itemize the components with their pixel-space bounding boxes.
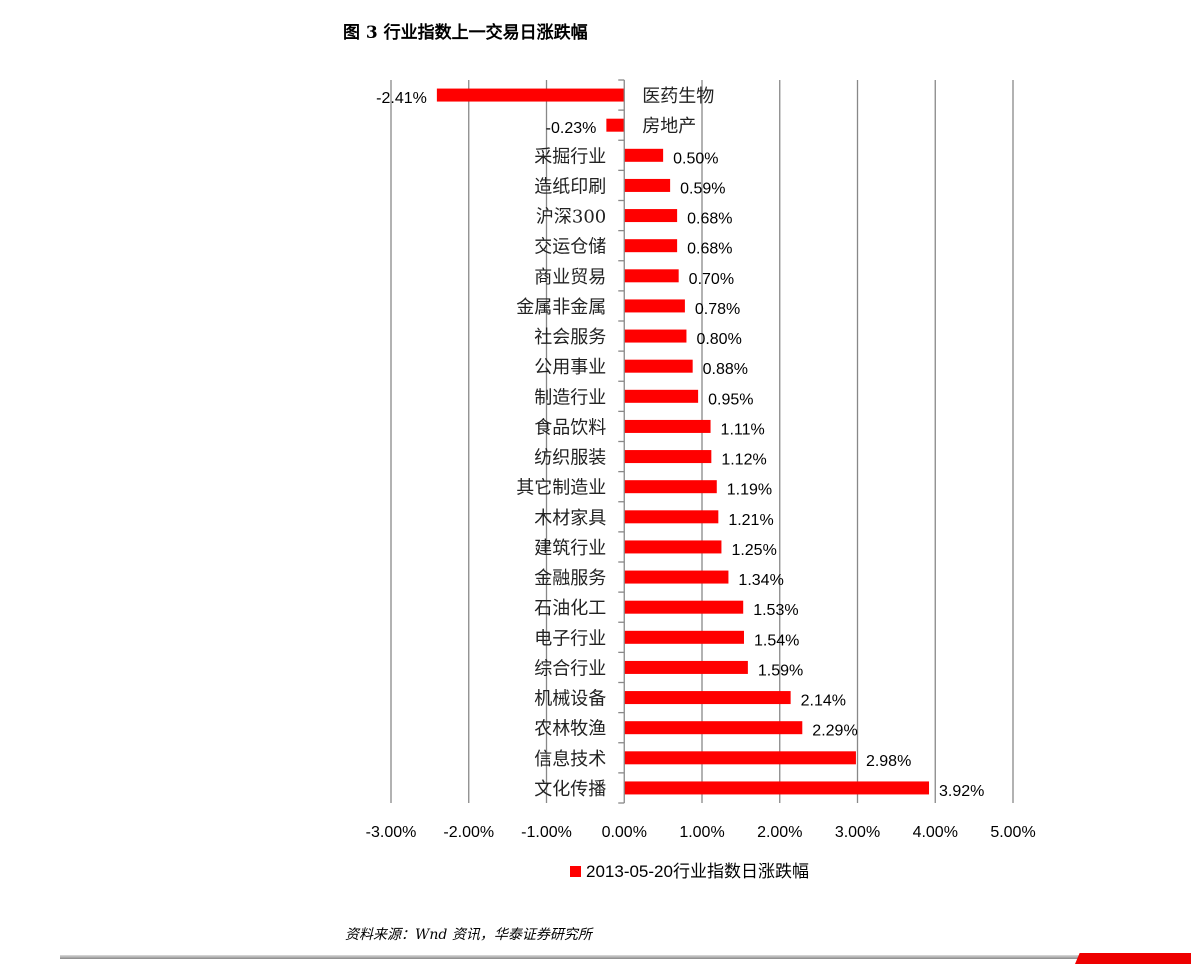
bar — [624, 480, 717, 494]
data-label: 1.21% — [728, 512, 773, 529]
data-label: 0.59% — [680, 180, 725, 197]
category-label: 房地产 — [642, 116, 696, 137]
x-tick-label: 1.00% — [679, 824, 724, 841]
bar — [624, 359, 693, 373]
data-label: -0.23% — [546, 120, 597, 137]
data-label: 2.98% — [866, 753, 911, 770]
data-label: -2.41% — [376, 90, 427, 107]
bar — [624, 389, 699, 403]
data-label: 0.78% — [695, 301, 740, 318]
data-label: 0.88% — [703, 361, 748, 378]
category-label: 电子行业 — [534, 628, 606, 649]
bar — [624, 781, 930, 795]
x-tick-label: 2.00% — [757, 824, 802, 841]
data-label: 0.80% — [696, 331, 741, 348]
category-label: 商业贸易 — [534, 267, 606, 288]
category-label: 建筑行业 — [534, 538, 606, 559]
bar — [624, 660, 748, 674]
data-label: 1.12% — [721, 452, 766, 469]
data-label: 1.34% — [738, 572, 783, 589]
legend-swatch — [570, 866, 581, 877]
data-label: 1.53% — [753, 602, 798, 619]
data-label: 2.29% — [812, 723, 857, 740]
category-label: 沪深300 — [536, 207, 606, 228]
source-note: 资料来源：Wnd 资讯，华泰证券研究所 — [345, 927, 592, 943]
category-label: 公用事业 — [534, 357, 606, 378]
bar — [606, 118, 625, 132]
x-tick-label: -3.00% — [366, 824, 417, 841]
data-label: 2.14% — [801, 693, 846, 710]
bar — [624, 751, 856, 765]
footer-divider — [60, 955, 1120, 959]
category-label: 制造行业 — [534, 387, 606, 408]
bar — [624, 600, 744, 614]
bar — [624, 510, 719, 524]
data-label: 1.59% — [758, 662, 803, 679]
bar — [624, 540, 722, 554]
category-label: 信息技术 — [534, 749, 606, 770]
bar — [624, 148, 664, 162]
data-label: 1.19% — [727, 482, 772, 499]
bar — [624, 570, 729, 584]
category-label: 医药生物 — [642, 86, 714, 107]
bar — [624, 209, 678, 223]
legend-label: 2013-05-20行业指数日涨跌幅 — [586, 862, 809, 881]
category-label: 机械设备 — [534, 689, 606, 710]
bar-chart: -3.00% -2.00% -1.00% 0.00% 1.00% 2.00% 3.00% 4.… — [366, 79, 1036, 881]
category-label: 金属非金属 — [516, 297, 606, 318]
figure-title: 图 3 行业指数上一交易日涨跌幅 — [343, 23, 588, 43]
x-tick-label: 0.00% — [602, 824, 647, 841]
bar — [624, 178, 671, 192]
data-label: 3.92% — [939, 783, 984, 800]
category-label: 综合行业 — [534, 658, 606, 679]
category-label: 纺织服装 — [534, 448, 606, 469]
bar — [624, 329, 687, 343]
data-label: 0.70% — [689, 271, 734, 288]
category-label: 社会服务 — [534, 327, 606, 348]
bar — [624, 419, 711, 433]
bar — [624, 299, 685, 313]
bar — [436, 88, 625, 102]
data-label: 0.68% — [687, 241, 732, 258]
bar — [624, 691, 791, 705]
category-label: 食品饮料 — [534, 417, 606, 438]
data-label: 1.11% — [721, 421, 765, 438]
bar — [624, 630, 744, 644]
data-label: 0.50% — [673, 150, 718, 167]
category-label: 其它制造业 — [516, 478, 606, 499]
x-tick-label: 3.00% — [835, 824, 880, 841]
data-label: 1.25% — [731, 542, 776, 559]
bar — [624, 269, 679, 283]
bar — [624, 721, 803, 735]
category-label: 石油化工 — [534, 598, 606, 619]
category-label: 造纸印刷 — [534, 176, 606, 197]
x-tick-label: 5.00% — [990, 824, 1035, 841]
bar — [624, 450, 712, 464]
data-label: 1.54% — [754, 632, 799, 649]
category-label: 交运仓储 — [534, 237, 606, 258]
data-label: 0.95% — [708, 391, 753, 408]
category-label: 文化传播 — [534, 779, 606, 800]
footer-accent — [1075, 953, 1191, 964]
bar — [624, 239, 678, 253]
category-label: 木材家具 — [534, 508, 606, 529]
x-tick-label: -2.00% — [443, 824, 494, 841]
category-label: 采掘行业 — [534, 146, 606, 167]
x-tick-label: 4.00% — [913, 824, 958, 841]
data-label: 0.68% — [687, 211, 732, 228]
category-label: 农林牧渔 — [534, 719, 606, 740]
category-label: 金融服务 — [534, 568, 606, 589]
x-tick-label: -1.00% — [521, 824, 572, 841]
